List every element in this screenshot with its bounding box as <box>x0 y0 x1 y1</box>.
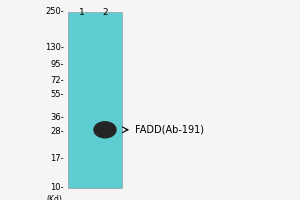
Ellipse shape <box>94 122 116 138</box>
Text: 130-: 130- <box>45 43 64 52</box>
Bar <box>68 12 122 188</box>
Text: 72-: 72- <box>50 76 64 85</box>
Text: (Kd): (Kd) <box>46 195 62 200</box>
Text: 10-: 10- <box>50 184 64 192</box>
Text: 17-: 17- <box>50 154 64 163</box>
Text: 1: 1 <box>79 8 85 17</box>
Text: 2: 2 <box>102 8 108 17</box>
Text: 250-: 250- <box>45 7 64 17</box>
Text: 55-: 55- <box>50 90 64 99</box>
Text: 95-: 95- <box>50 60 64 69</box>
Text: FADD(Ab-191): FADD(Ab-191) <box>135 125 204 135</box>
Text: 28-: 28- <box>50 127 64 136</box>
Text: 36-: 36- <box>50 113 64 122</box>
